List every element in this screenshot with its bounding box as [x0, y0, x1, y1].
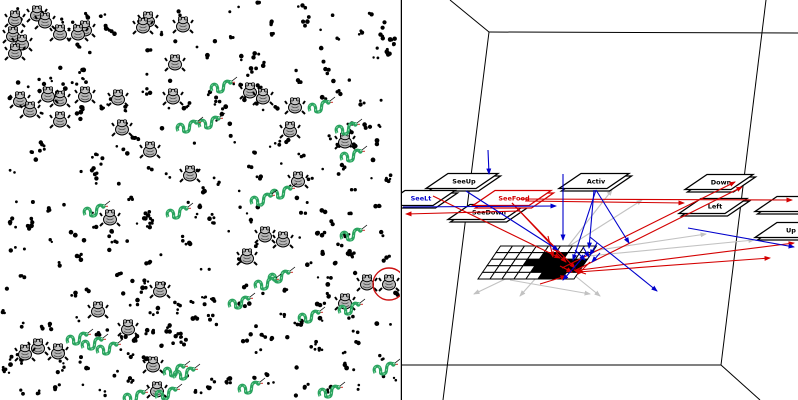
plate-up: Up [752, 221, 798, 241]
plate-label-up: Up [786, 227, 796, 235]
selection-ring [372, 267, 400, 301]
world-view[interactable] [0, 0, 405, 400]
world-background [0, 0, 400, 400]
brain-view[interactable]: SeeUp SeeLt SeeDown SeeFood Activ Down Left Up [383, 0, 798, 400]
red-connections [405, 181, 795, 285]
plate-see-lt: SeeLt [402, 189, 460, 209]
plate-see-food: SeeFood [470, 189, 556, 209]
blue-connections [402, 149, 795, 292]
plate-label-down: Down [711, 179, 732, 187]
plate-see-up: SeeUp [423, 172, 503, 192]
plate-label-see-food: SeeFood [498, 195, 530, 203]
flies-layer [0, 0, 400, 398]
plate-label-see-down: SeeDown [472, 209, 506, 217]
plate-label-left: Left [708, 203, 723, 211]
plate-label-see-up: SeeUp [452, 178, 476, 186]
plate-label-see-lt: SeeLt [411, 195, 432, 203]
plate-activ: Activ [556, 172, 634, 192]
plate-label-activ: Activ [587, 178, 606, 186]
